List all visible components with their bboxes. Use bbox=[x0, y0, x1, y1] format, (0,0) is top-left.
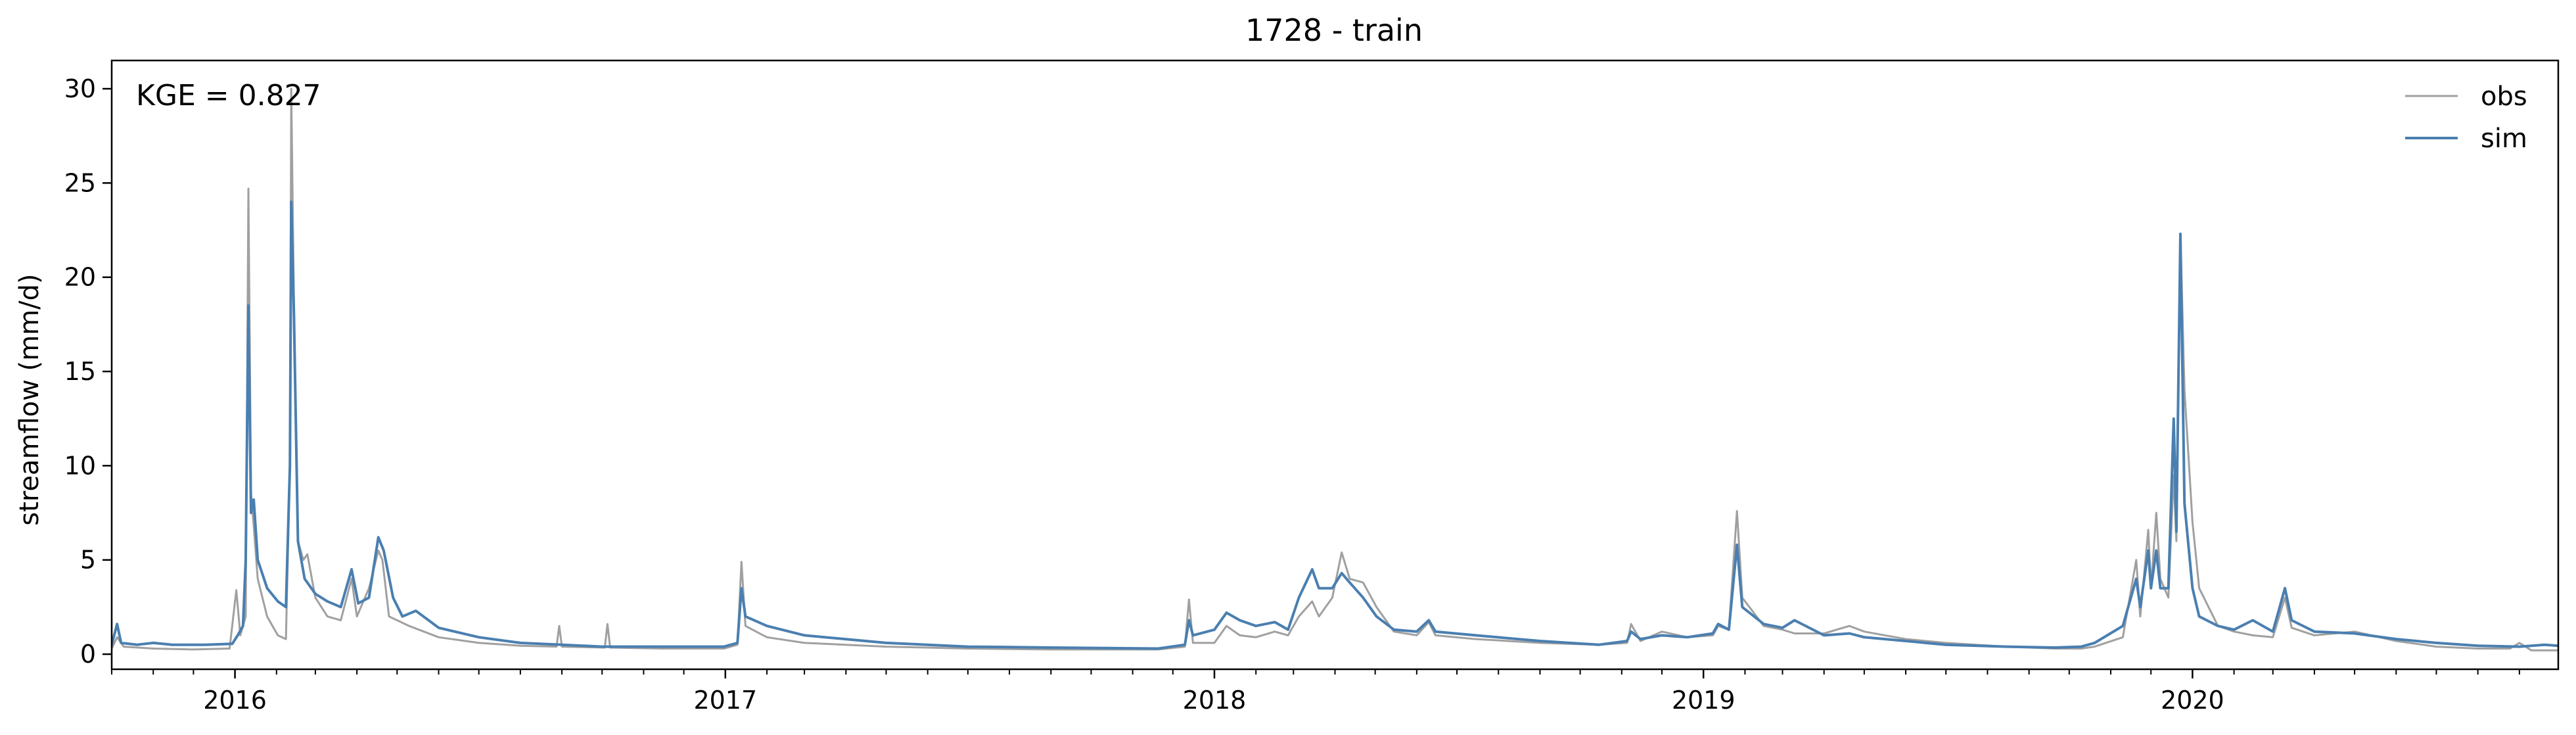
legend-obs-label: obs bbox=[2481, 82, 2527, 112]
x-tick-label: 2019 bbox=[1672, 686, 1736, 715]
x-tick-label: 2020 bbox=[2161, 686, 2224, 715]
x-tick-label: 2016 bbox=[203, 686, 267, 715]
y-tick-label: 10 bbox=[64, 451, 96, 480]
x-tick-label: 2018 bbox=[1183, 686, 1247, 715]
y-tick-label: 15 bbox=[64, 357, 96, 386]
axes: 0 5 10 15 20 25 30 2016 2017 2018 2019 2020 bbox=[64, 59, 2560, 715]
axes-frame bbox=[110, 59, 2560, 671]
kge-annotation: KGE = 0.827 bbox=[136, 79, 321, 112]
legend: obs sim bbox=[2405, 82, 2527, 154]
legend-sim-label: sim bbox=[2481, 124, 2527, 154]
x-tick-label: 2017 bbox=[693, 686, 757, 715]
y-tick-label: 20 bbox=[64, 263, 96, 292]
y-tick-label: 30 bbox=[64, 74, 96, 103]
plot-area bbox=[112, 87, 2558, 652]
chart-title: 1728 - train bbox=[1245, 12, 1423, 48]
series-sim-line bbox=[112, 201, 2558, 650]
y-tick-label: 0 bbox=[80, 640, 96, 669]
y-tick-label: 25 bbox=[64, 168, 96, 197]
y-tick-label: 5 bbox=[80, 546, 96, 575]
series-obs-line bbox=[112, 87, 2558, 652]
y-axis-title: streamflow (mm/d) bbox=[14, 273, 45, 525]
